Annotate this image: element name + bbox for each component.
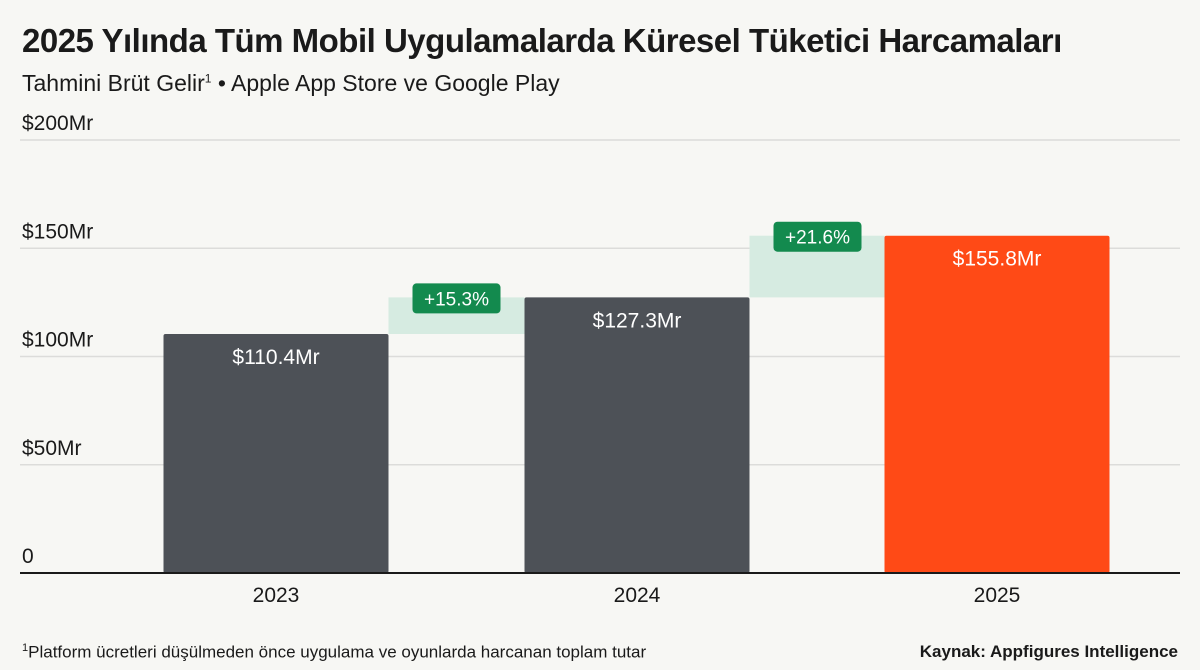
growth-badge <box>412 283 501 314</box>
data-label: $110.4Mr <box>232 346 319 369</box>
x-tick-label: 2025 <box>974 584 1021 607</box>
y-tick-label: $50Mr <box>22 437 82 460</box>
data-label: $155.8Mr <box>953 248 1042 271</box>
y-tick-label: $150Mr <box>22 220 93 243</box>
bar-2024 <box>524 297 750 573</box>
y-tick-label: $100Mr <box>22 329 93 352</box>
footnote-marker: 1 <box>22 642 29 654</box>
growth-badge-label: +15.3% <box>424 289 489 310</box>
bar-2025 <box>884 235 1110 573</box>
footnote: 1Platform ücretleri düşülmeden önce uygu… <box>22 642 646 663</box>
source-credit: Kaynak: Appfigures Intelligence <box>919 642 1178 661</box>
footnote-text: Platform ücretleri düşülmeden önce uygul… <box>28 642 647 662</box>
data-label: $127.3Mr <box>593 309 682 332</box>
x-tick-label: 2024 <box>614 584 661 607</box>
chart-title: 2025 Yılında Tüm Mobil Uygulamalarda Kür… <box>22 22 1062 59</box>
y-tick-label: 0 <box>22 545 34 568</box>
growth-badge <box>773 221 862 252</box>
subtitle-footnote-marker: 1 <box>204 71 212 86</box>
y-tick-label: $200Mr <box>22 112 93 135</box>
bar-2023 <box>163 333 389 573</box>
growth-badge-label: +21.6% <box>785 228 850 249</box>
subtitle-text: Tahmini Brüt Gelir <box>22 70 205 96</box>
x-tick-label: 2023 <box>253 584 300 607</box>
subtitle-rest: • Apple App Store ve Google Play <box>211 70 560 96</box>
chart-subtitle: Tahmini Brüt Gelir1 • Apple App Store ve… <box>22 70 560 97</box>
